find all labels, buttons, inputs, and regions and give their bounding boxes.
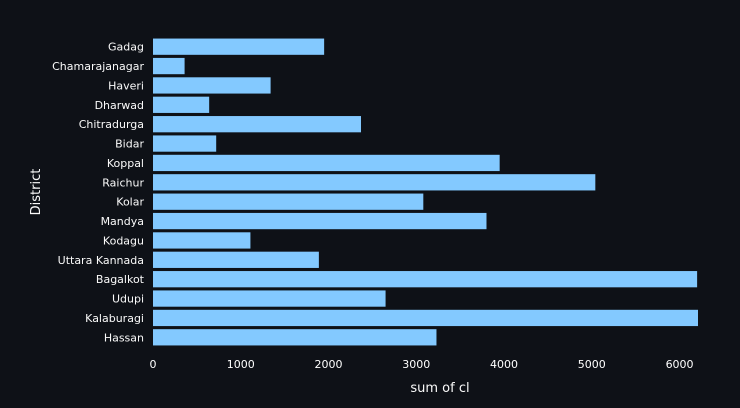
y-tick-labels: Gadag Chamarajanagar Haveri Dharwad Chitradu…: [52, 41, 145, 345]
bars-layer: [153, 38, 698, 346]
y-tick-label: Bagalkot: [96, 273, 145, 286]
x-tick-label: 5000: [578, 358, 606, 371]
y-tick-label: Chitradurga: [79, 118, 144, 131]
y-axis-title: District: [29, 169, 44, 216]
y-tick-label: Kolar: [116, 196, 144, 209]
x-tick-label: 0: [150, 358, 157, 371]
bar-udupi[interactable]: [153, 290, 386, 307]
bar-gadag[interactable]: [153, 38, 325, 55]
y-tick-label: Hassan: [104, 331, 144, 344]
y-tick-label: Kodagu: [103, 234, 144, 247]
bar-hassan[interactable]: [153, 329, 437, 346]
y-tick-label: Udupi: [112, 293, 144, 306]
y-tick-label: Uttara Kannada: [58, 254, 144, 267]
x-tick-label: 2000: [315, 358, 343, 371]
bar-kalaburagi[interactable]: [153, 309, 698, 327]
y-tick-label: Bidar: [115, 138, 144, 151]
bar-bagalkot[interactable]: [153, 271, 698, 288]
bar-chitradurga[interactable]: [153, 116, 361, 133]
y-tick-label: Kalaburagi: [85, 312, 144, 325]
y-tick-label: Gadag: [108, 41, 144, 54]
bar-uttara-kannada[interactable]: [153, 251, 319, 268]
bar-dharwad[interactable]: [153, 96, 210, 113]
x-tick-label: 3000: [402, 358, 430, 371]
x-tick-label: 1000: [227, 358, 255, 371]
y-tick-label: Chamarajanagar: [52, 60, 144, 73]
y-tick-label: Mandya: [101, 215, 144, 228]
bar-chamarajanagar[interactable]: [153, 57, 185, 75]
x-tick-label: 4000: [490, 358, 518, 371]
x-tick-labels: 0 1000 2000 3000 4000 5000 6000: [150, 358, 694, 371]
y-tick-label: Raichur: [102, 176, 144, 189]
bar-raichur[interactable]: [153, 174, 596, 191]
bar-kolar[interactable]: [153, 193, 424, 210]
y-tick-label: Dharwad: [95, 99, 144, 112]
y-tick-label: Koppal: [107, 157, 144, 170]
bar-bidar[interactable]: [153, 135, 217, 152]
bar-koppal[interactable]: [153, 154, 500, 172]
x-tick-label: 6000: [666, 358, 694, 371]
bar-mandya[interactable]: [153, 212, 487, 230]
y-tick-label: Haveri: [108, 79, 144, 92]
bar-haveri[interactable]: [153, 77, 271, 94]
x-axis-title: sum of cl: [410, 381, 469, 396]
bar-kodagu[interactable]: [153, 232, 251, 249]
